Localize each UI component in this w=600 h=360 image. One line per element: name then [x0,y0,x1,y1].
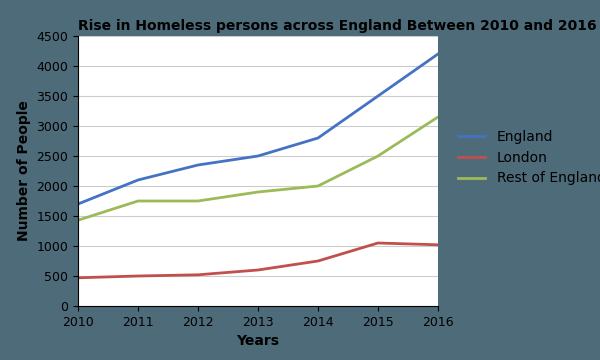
Rest of England [134,199,142,203]
England [194,163,202,167]
England [134,178,142,182]
Rest of England [194,199,202,203]
Rest of England [434,115,442,119]
England [374,94,382,98]
London [314,259,322,263]
England [254,154,262,158]
England [74,202,82,206]
Line: England: England [78,54,438,204]
Line: Rest of England: Rest of England [78,117,438,220]
London [434,243,442,247]
England [314,136,322,140]
England [434,52,442,56]
Legend: England, London, Rest of England: England, London, Rest of England [452,124,600,191]
London [374,241,382,245]
Rest of England [254,190,262,194]
Line: London: London [78,243,438,278]
London [194,273,202,277]
Rest of England [314,184,322,188]
Y-axis label: Number of People: Number of People [17,100,31,242]
London [134,274,142,278]
Text: Rise in Homeless persons across England Between 2010 and 2016: Rise in Homeless persons across England … [78,19,596,33]
London [254,268,262,272]
London [74,276,82,280]
X-axis label: Years: Years [236,334,280,348]
Rest of England [74,218,82,222]
Rest of England [374,154,382,158]
